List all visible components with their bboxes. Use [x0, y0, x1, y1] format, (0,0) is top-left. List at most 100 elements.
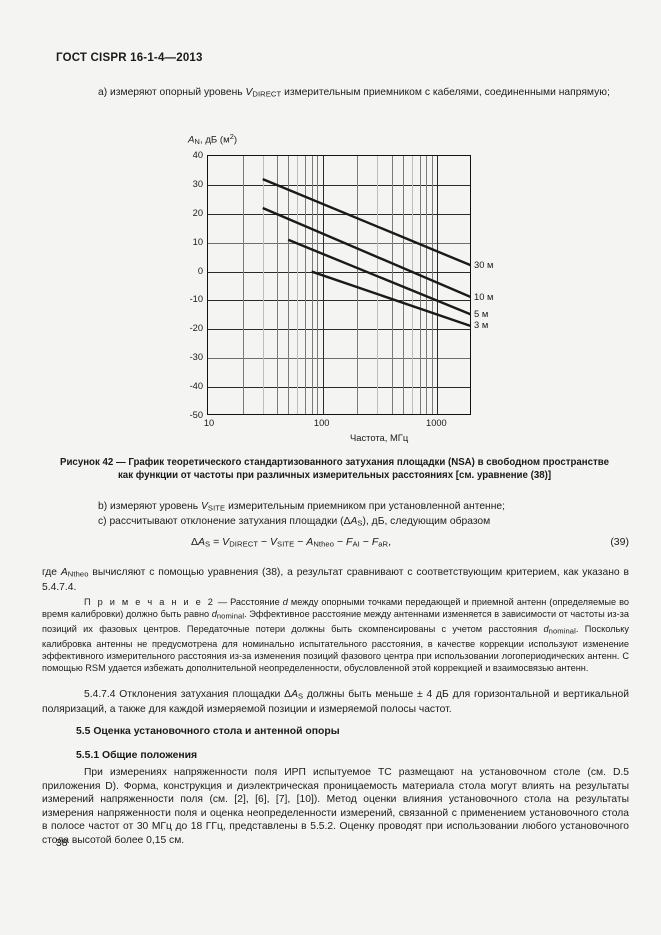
where-variable: A [60, 567, 68, 578]
item-a-rest: измерительным приемником с кабелями, сое… [281, 87, 610, 98]
gridline-x-1000 [437, 156, 439, 414]
y-tick-minus10: -10 [189, 294, 203, 305]
where-variable-subscript: Ntheo [67, 569, 89, 579]
eq-t3: A [306, 536, 314, 548]
eq-tail: , [388, 536, 392, 548]
gridline-x-200 [357, 156, 359, 414]
gridline-x-400 [391, 156, 393, 414]
note-2-part2: между опорными точками передающей и прие… [42, 597, 630, 620]
eq-t5-sub: aR [378, 539, 389, 549]
note-2-dash: — [214, 597, 231, 607]
eq-op4: − [359, 536, 372, 548]
figure-caption-line2: как функции от частоты при различных изм… [117, 470, 552, 482]
figure-caption: Рисунок 42 — График теоретического станд… [42, 456, 627, 482]
gridline-y-minus40 [208, 387, 470, 389]
series-label-30m: 30 м [474, 258, 494, 270]
gridline-y-minus10 [208, 300, 470, 302]
note-2: П р и м е ч а н и е 2 — Расстояние d меж… [42, 596, 629, 675]
series-line-5m [287, 238, 470, 316]
clause-5474-variable-subscript: S [297, 691, 304, 701]
equation-39-body: ΔAS = VDIRECT − VSITE − ANtheo − FAI − F… [191, 536, 391, 549]
eq-t1-sub: DIRECT [229, 539, 259, 549]
y-tick-0: 0 [197, 265, 203, 276]
clause-5474-rest: должны быть меньше ± 4 дБ для горизонтал… [42, 689, 629, 716]
eq-t2-sub: SITE [277, 539, 295, 549]
eq-delta: Δ [191, 536, 199, 548]
y-tick-minus20: -20 [189, 323, 203, 334]
gridline-x-500 [402, 156, 404, 414]
item-a-variable: V [245, 87, 253, 98]
figure-caption-line1: Рисунок 42 — График теоретического станд… [60, 457, 609, 468]
note-2-part1: Расстояние [230, 597, 283, 607]
gridline-x-300 [377, 156, 379, 414]
heading-5-5-1: 5.5.1 Общие положения [76, 750, 198, 761]
item-c-variable-subscript: S [357, 518, 363, 528]
gridline-x-70 [304, 156, 306, 414]
paragraph-item-a: a) измеряют опорный уровень VDIRECT изме… [56, 86, 629, 101]
series-line-30m [262, 178, 470, 267]
y-axis-symbol: A [188, 134, 195, 146]
y-tick-40: 40 [192, 150, 203, 160]
gridline-y-30 [208, 184, 470, 186]
gridline-x-700 [419, 156, 421, 414]
y-tick-minus30: -30 [189, 352, 203, 363]
equation-39-number: (39) [610, 536, 629, 548]
where-prefix: где [42, 567, 61, 578]
note-2-part4: . Поскольку калибровка антенны не предус… [42, 624, 629, 674]
note-2-dnominal-sub: nominal [216, 611, 245, 621]
y-axis-unit: , дБ (м [200, 134, 230, 146]
eq-lhs-var: A [198, 536, 206, 548]
chart-x-axis-title: Частота, МГц [350, 432, 409, 443]
note-2-dnominal: d [211, 609, 217, 620]
y-tick-20: 20 [192, 207, 203, 218]
item-c-prefix: c) рассчитывают отклонение затухания пло… [98, 516, 351, 528]
gridline-y-minus30 [208, 358, 470, 360]
note-2-d-symbol: d [282, 597, 288, 607]
x-tick-100: 100 [313, 418, 330, 428]
paragraph-5-5-1-body: При измерениях напряженности поля ИРП ис… [42, 766, 629, 848]
y-tick-minus50: -50 [189, 410, 203, 420]
note-2-dnominal2-sub: nominal [548, 626, 576, 636]
figure-42-chart: AN, дБ (м2) [150, 132, 510, 443]
eq-op2: − [294, 536, 307, 548]
eq-t4: F [346, 536, 353, 548]
page-header: ГОСТ CISPR 16-1-4—2013 [56, 52, 203, 64]
note-2-part3: . Эффективное расстояние между антеннами… [42, 609, 629, 635]
paragraph-where: где ANtheo вычисляют с помощью уравнения… [42, 566, 629, 595]
clause-5474-prefix: 5.4.7.4 Отклонения затухания площадки Δ [84, 689, 292, 700]
y-tick-10: 10 [192, 236, 203, 247]
item-a-variable-subscript: DIRECT [252, 89, 282, 99]
y-axis-unit-close: ) [233, 134, 238, 146]
item-c-rest: ), дБ, следующим образом [362, 516, 491, 528]
gridline-x-30 [262, 156, 264, 414]
paragraph-item-b: b) измеряют уровень VSITE измерительным … [56, 500, 629, 515]
paragraph-5-5-1-text: При измерениях напряженности поля ИРП ис… [42, 767, 629, 846]
gridline-x-80 [311, 156, 313, 414]
paragraph-item-c: c) рассчитывают отклонение затухания пло… [56, 515, 629, 530]
item-b-variable-subscript: SITE [207, 503, 226, 513]
item-b-rest: измерительным приемником при установленн… [225, 501, 506, 512]
gridline-y-20 [208, 213, 470, 215]
eq-op1: − [258, 536, 271, 548]
series-label-3m: 3 м [474, 319, 489, 331]
clause-5-4-7-4: 5.4.7.4 Отклонения затухания площадки ΔA… [42, 688, 629, 717]
clause-5474-variable: A [291, 689, 298, 700]
gridline-x-60 [297, 156, 299, 414]
eq-equals: = [210, 536, 223, 548]
item-b-prefix: b) измеряют уровень [98, 501, 202, 512]
item-b-variable: V [201, 501, 208, 512]
gridline-x-100 [322, 156, 324, 414]
eq-op3: − [334, 536, 347, 548]
where-rest: вычисляют с помощью уравнения (38), а ре… [42, 567, 629, 594]
y-tick-minus40: -40 [189, 381, 203, 392]
eq-t1: V [222, 536, 230, 548]
eq-t4-sub: AI [352, 539, 360, 549]
chart-y-axis-title: AN, дБ (м2) [188, 132, 237, 146]
series-label-5m: 5 м [474, 307, 489, 319]
note-2-label: П р и м е ч а н и е 2 [84, 597, 215, 607]
item-c-variable: A [350, 516, 358, 528]
page-number: 38 [56, 838, 68, 849]
chart-plot-area [207, 155, 471, 415]
x-tick-10: 10 [203, 418, 215, 428]
note-2-dnominal2: d [543, 624, 549, 635]
